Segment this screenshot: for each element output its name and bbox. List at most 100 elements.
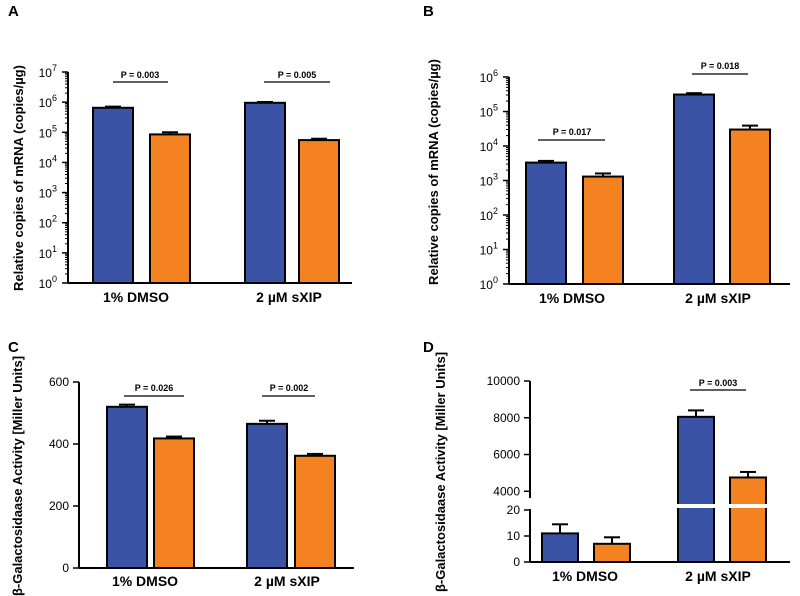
panel-c-bar-3 (246, 422, 288, 569)
panel-b-errorbar-2 (595, 172, 611, 177)
panel-d-bar-4 (729, 476, 767, 563)
panel-b-bar-2 (582, 175, 624, 285)
panel-a-cat-1: 1% DMSO (103, 289, 169, 305)
svg-text:10000: 10000 (487, 374, 521, 388)
panel-d-bar-2 (593, 542, 631, 563)
panel-b: B Relative copies of mRNA (copies/µg) 10… (423, 3, 790, 306)
panel-d-ytick: 10 (507, 529, 530, 543)
panel-b-errorbar-1 (538, 159, 554, 163)
panel-d-cat-1: 1% DMSO (552, 568, 618, 584)
panel-b-ytick: 105 (480, 103, 509, 120)
panel-a-bar-3 (244, 101, 286, 284)
panel-d: D β-Galactosidaase Activity [Miller Unit… (423, 339, 800, 592)
panel-c-cat-2: 2 µM sXIP (254, 573, 320, 589)
panel-c-errorbar-3 (259, 419, 275, 424)
panel-d-bar-3 (677, 415, 715, 563)
panel-d-letter: D (423, 339, 434, 356)
panel-b-cat-1: 1% DMSO (539, 290, 605, 306)
panel-b-ytick: 106 (480, 68, 509, 85)
panel-c-ytick: 400 (49, 437, 79, 451)
panel-d-ytick: 8000 (493, 411, 530, 425)
svg-text:4000: 4000 (493, 484, 520, 498)
svg-text:101: 101 (480, 241, 498, 258)
panel-d-ytick: 6000 (493, 448, 530, 462)
panel-a: A Relative copies of mRNA (copies/µg) 10… (8, 3, 352, 305)
panel-c-pval-2-text: P = 0.002 (270, 383, 309, 393)
panel-c-ytick: 200 (49, 499, 79, 513)
panel-d-errorbar-3 (688, 409, 704, 417)
panel-a-ytick: 101 (39, 244, 68, 261)
panel-a-letter: A (8, 3, 19, 20)
panel-c-ytick: 600 (49, 375, 79, 389)
svg-text:107: 107 (39, 63, 57, 80)
svg-text:102: 102 (39, 214, 57, 231)
panel-b-ytick: 102 (480, 206, 509, 223)
panel-d-ytick: 10000 (487, 374, 530, 388)
panel-c-ytick: 0 (62, 561, 79, 575)
panel-c-pval-1: P = 0.026 (124, 383, 184, 397)
panel-d-cat-2: 2 µM sXIP (685, 568, 751, 584)
panel-b-bar-1 (525, 161, 567, 285)
svg-text:8000: 8000 (493, 411, 520, 425)
panel-c-bar-1 (106, 405, 148, 569)
panel-c-bar-4 (294, 454, 336, 569)
panel-c-errorbar-2 (166, 435, 182, 439)
panel-b-pval-2: P = 0.018 (692, 61, 748, 75)
svg-text:105: 105 (480, 103, 498, 120)
panel-a-ytick: 107 (39, 63, 68, 80)
panel-a-ylabel: Relative copies of mRNA (copies/µg) (11, 65, 26, 291)
svg-text:106: 106 (39, 93, 57, 110)
panel-d-pval-2-text: P = 0.003 (699, 378, 738, 388)
panel-a-errorbar-2 (162, 131, 178, 135)
panel-d-ytick: 20 (507, 503, 530, 517)
svg-text:103: 103 (39, 184, 57, 201)
panel-b-errorbar-4 (742, 124, 758, 130)
panel-b-ytick: 101 (480, 241, 509, 258)
svg-text:0: 0 (513, 555, 520, 569)
panel-b-pval-2-text: P = 0.018 (701, 61, 740, 71)
panel-b-cat-2: 2 µM sXIP (685, 290, 751, 306)
svg-text:104: 104 (39, 153, 57, 170)
svg-text:10: 10 (507, 529, 521, 543)
panel-a-pval-1: P = 0.003 (113, 70, 168, 83)
panel-d-errorbar-1 (552, 523, 568, 534)
panel-c-errorbar-4 (307, 452, 323, 456)
panel-b-pval-1-text: P = 0.017 (553, 127, 592, 137)
panel-a-errorbar-3 (257, 101, 273, 104)
svg-text:106: 106 (480, 68, 498, 85)
panel-c-errorbar-1 (119, 403, 135, 407)
svg-text:100: 100 (39, 274, 57, 291)
panel-a-cat-2: 2 µM sXIP (256, 289, 322, 305)
panel-a-ytick: 104 (39, 153, 68, 170)
panel-b-ylabel: Relative copies of mRNA (copies/µg) (426, 59, 441, 285)
svg-text:105: 105 (39, 123, 57, 140)
panel-c-letter: C (8, 339, 19, 356)
panel-a-ytick: 102 (39, 214, 68, 231)
panel-b-bar-3 (673, 93, 715, 285)
panel-c-bar-2 (153, 437, 195, 570)
svg-text:6000: 6000 (493, 448, 520, 462)
panel-d-ylabel: β-Galactosidaase Activity [Miller Units] (433, 352, 448, 592)
panel-a-pval-2: P = 0.005 (264, 70, 330, 83)
panel-d-pval-2: P = 0.003 (690, 378, 746, 391)
panel-b-ytick: 104 (480, 137, 509, 154)
svg-text:400: 400 (49, 437, 69, 451)
panel-c-ylabel: β-Galactosidaase Activity [Miller Units] (10, 356, 25, 596)
panel-d-bar-1 (541, 532, 579, 564)
svg-text:100: 100 (480, 275, 498, 292)
panel-a-bar-2 (149, 133, 191, 284)
panel-a-errorbar-1 (105, 105, 121, 108)
panel-d-ytick: 4000 (493, 484, 530, 498)
svg-text:20: 20 (507, 503, 521, 517)
svg-text:200: 200 (49, 499, 69, 513)
svg-text:104: 104 (480, 137, 498, 154)
panel-c-cat-1: 1% DMSO (112, 573, 178, 589)
svg-text:0: 0 (62, 561, 69, 575)
panel-d-errorbar-2 (604, 536, 620, 544)
panel-b-bar-4 (729, 128, 771, 285)
panel-b-errorbar-3 (686, 92, 702, 95)
panel-c-pval-2: P = 0.002 (262, 383, 315, 397)
panel-b-letter: B (423, 3, 434, 20)
panel-a-bar-4 (298, 139, 340, 284)
